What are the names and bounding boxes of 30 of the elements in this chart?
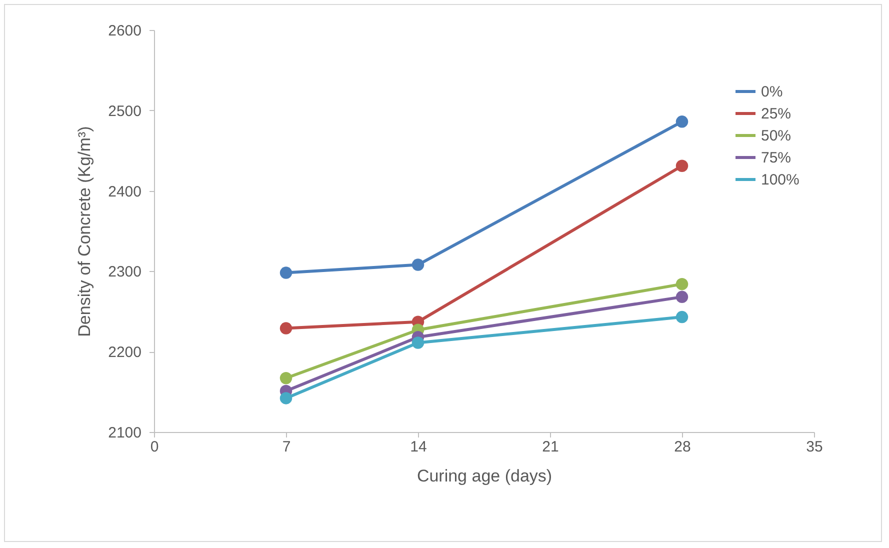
x-tick-label: 35 bbox=[806, 438, 823, 456]
y-tick-label: 2500 bbox=[108, 102, 142, 120]
point bbox=[280, 392, 292, 404]
x-tick-label: 7 bbox=[282, 438, 291, 456]
point bbox=[280, 322, 292, 334]
point bbox=[412, 336, 424, 349]
point bbox=[676, 116, 688, 128]
legend-label: 75% bbox=[761, 150, 792, 166]
point bbox=[412, 258, 424, 271]
point bbox=[676, 160, 688, 172]
legend-label: 50% bbox=[761, 128, 792, 144]
y-tick-label: 2600 bbox=[108, 22, 142, 40]
x-tick-label: 28 bbox=[674, 438, 691, 456]
legend-label: 100% bbox=[761, 172, 800, 188]
point bbox=[280, 372, 292, 384]
point bbox=[676, 310, 688, 324]
point bbox=[280, 266, 292, 279]
y-tick-label: 2100 bbox=[108, 424, 142, 442]
y-axis-title: Density of Concrete (Kg/m³) bbox=[75, 126, 94, 337]
point bbox=[676, 278, 688, 290]
x-axis-title: Curing age (days) bbox=[416, 466, 552, 486]
x-tick-label: 14 bbox=[410, 438, 427, 456]
x-tick-label: 0 bbox=[150, 438, 159, 456]
point bbox=[676, 290, 688, 304]
x-tick-label: 21 bbox=[542, 438, 559, 456]
y-tick-label: 2300 bbox=[108, 264, 142, 281]
y-tick-label: 2200 bbox=[108, 344, 142, 362]
legend-label: 25% bbox=[761, 106, 792, 122]
y-tick-label: 2400 bbox=[108, 183, 142, 200]
legend-label: 0% bbox=[761, 84, 783, 100]
